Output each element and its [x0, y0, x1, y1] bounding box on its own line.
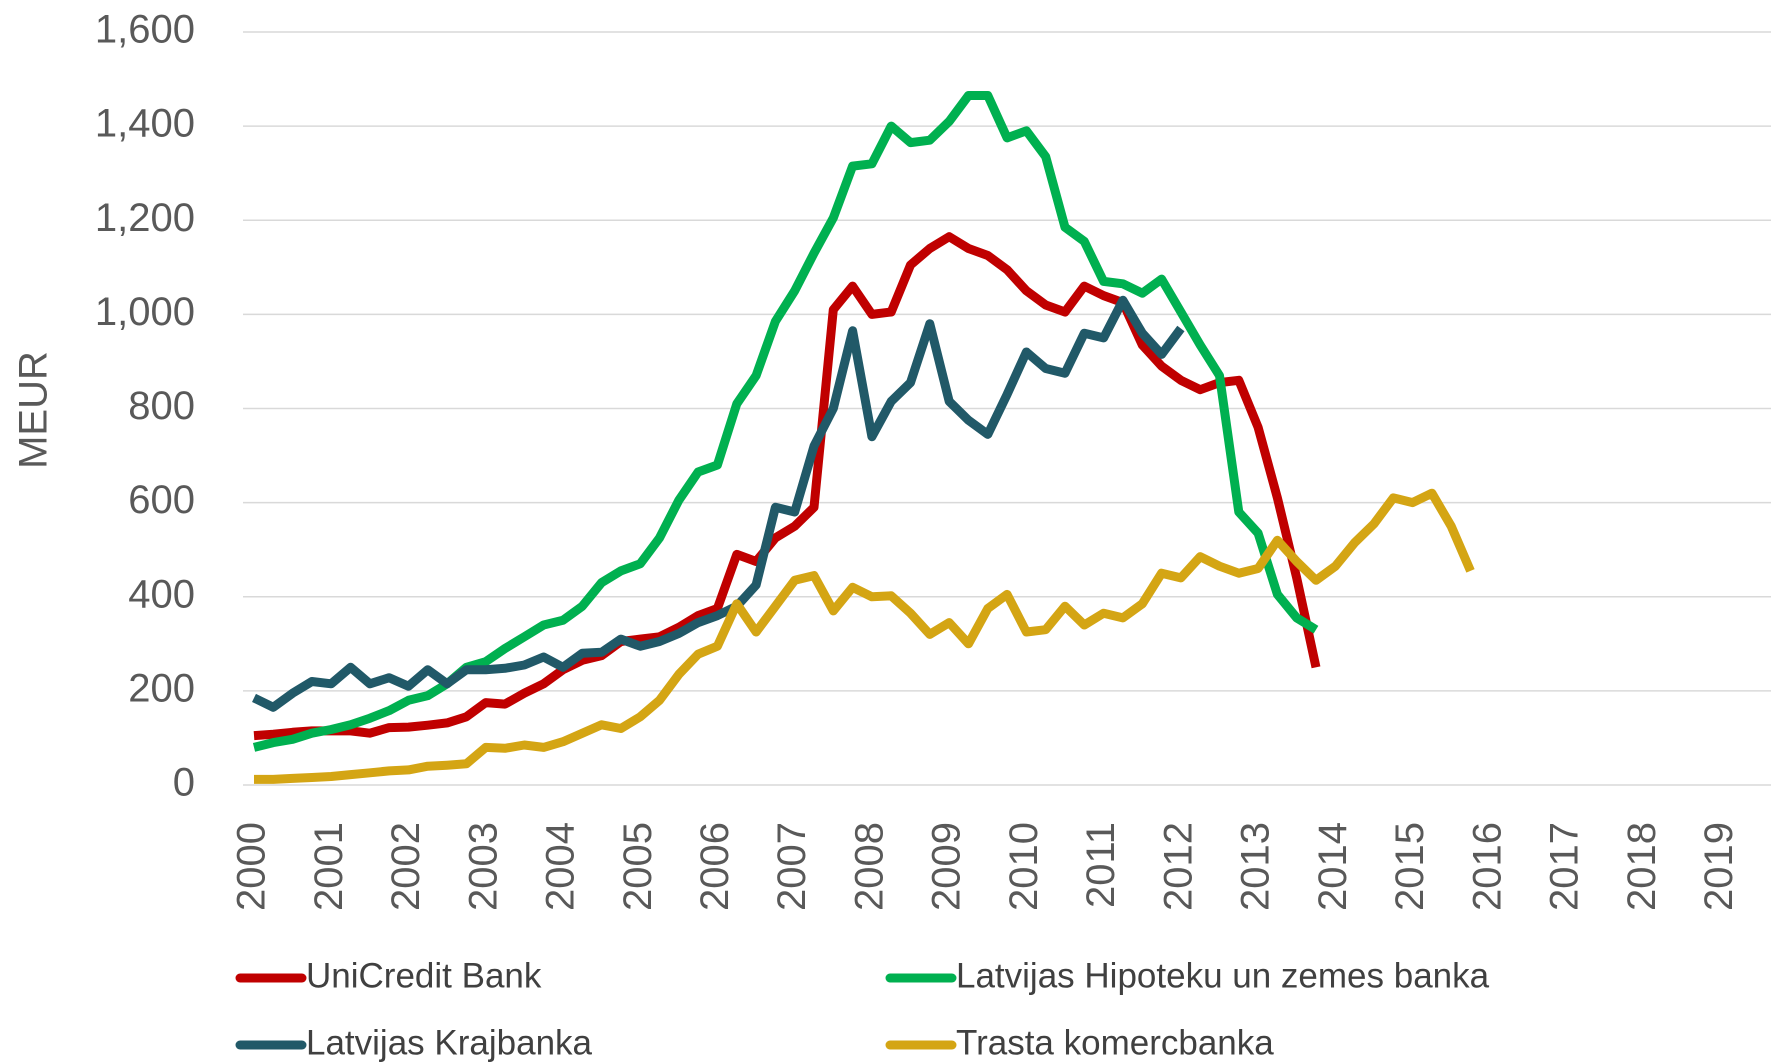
x-tick-label: 2008	[847, 822, 891, 911]
x-tick-label: 2004	[539, 822, 583, 911]
y-tick-label: 800	[128, 384, 195, 428]
series-line	[252, 295, 1185, 712]
y-axis-label: MEUR	[12, 351, 56, 469]
x-tick-label: 2009	[925, 822, 969, 911]
x-tick-label: 2002	[384, 822, 428, 911]
x-tick-label: 2018	[1620, 822, 1664, 911]
y-tick-label: 600	[128, 478, 195, 522]
y-tick-label: 1,600	[95, 8, 195, 52]
x-tick-label: 2016	[1465, 822, 1509, 911]
y-tick-label: 200	[128, 666, 195, 710]
y-tick-label: 1,000	[95, 290, 195, 334]
x-tick-label: 2013	[1234, 822, 1278, 911]
legend-label: Trasta komercbanka	[956, 1023, 1274, 1062]
x-tick-label: 2014	[1311, 822, 1355, 911]
x-tick-label: 2005	[616, 822, 660, 911]
y-tick-label: 1,200	[95, 196, 195, 240]
series-line	[253, 232, 1321, 741]
x-tick-label: 2007	[770, 822, 814, 911]
y-tick-label: 1,400	[95, 102, 195, 146]
series-line	[254, 488, 1475, 784]
x-tick-label: 2001	[307, 822, 351, 911]
x-tick-label: 2000	[230, 822, 274, 911]
series-line	[252, 91, 1319, 752]
x-tick-label: 2006	[693, 822, 737, 911]
legend-label: UniCredit Bank	[306, 956, 542, 995]
legend-label: Latvijas Hipoteku un zemes banka	[956, 956, 1490, 995]
x-tick-label: 2017	[1543, 822, 1587, 911]
x-tick-label: 2019	[1697, 822, 1741, 911]
legend-label: Latvijas Krajbanka	[306, 1023, 593, 1062]
x-tick-label: 2003	[461, 822, 505, 911]
x-tick-label: 2011	[1079, 822, 1123, 908]
x-tick-label: 2012	[1156, 822, 1200, 911]
y-tick-label: 400	[128, 572, 195, 616]
y-tick-label: 0	[173, 761, 195, 805]
x-tick-label: 2010	[1002, 822, 1046, 911]
x-tick-label: 2015	[1388, 822, 1432, 911]
